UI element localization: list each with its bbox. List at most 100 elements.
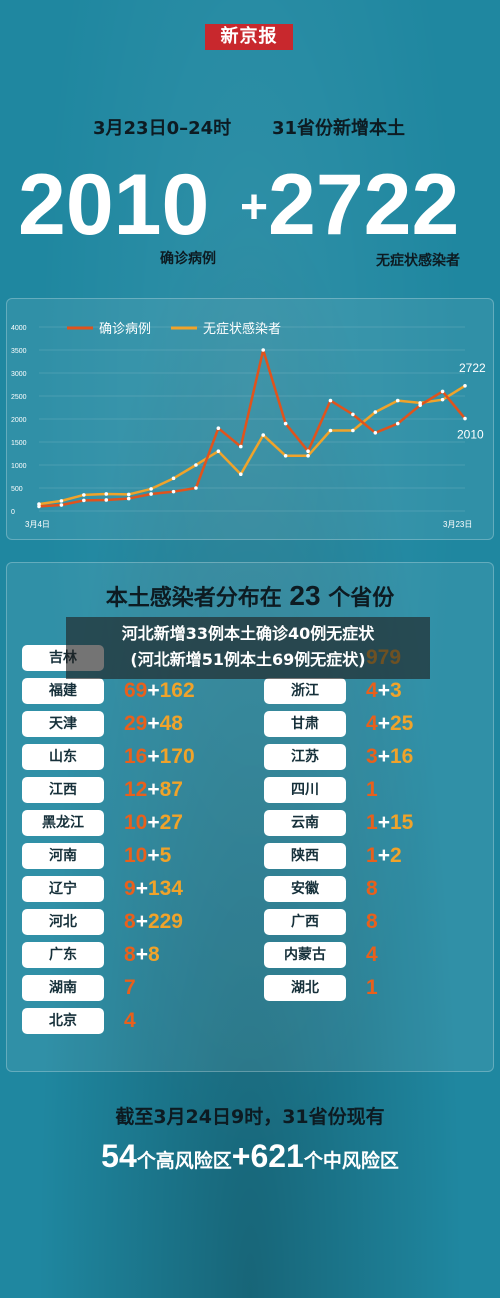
province-badge: 北京 (22, 1008, 104, 1034)
confirmed-value: 9 (124, 877, 136, 900)
y-tick-label: 2500 (11, 394, 27, 401)
province-badge: 河南 (22, 843, 104, 869)
province-values: 16+170 (124, 744, 195, 770)
plus-sign: + (240, 181, 269, 234)
data-point (216, 449, 221, 453)
plus-value: + (135, 877, 148, 900)
data-point (126, 492, 131, 497)
province-badge: 浙江 (264, 678, 346, 704)
province-values: 1 (366, 975, 378, 1001)
asymptomatic-value: 170 (159, 745, 195, 768)
data-point (238, 444, 243, 449)
data-point (194, 486, 198, 490)
risk-area-summary: 54个高风险区+621个中风险区 (0, 1138, 500, 1175)
distribution-title-post: 个省份 (328, 586, 395, 611)
province-badge: 江西 (22, 777, 104, 803)
asymptomatic-value: 5 (159, 844, 172, 867)
overlay-caption: 河北新增33例本土确诊40例无症状 (河北新增51例本土69例无症状) (66, 617, 430, 679)
province-values: 4 (124, 1008, 136, 1034)
province-badge: 安徽 (264, 876, 346, 902)
plus-value: + (377, 712, 390, 735)
data-point (171, 476, 176, 481)
plus-value: + (147, 778, 160, 801)
x-end-label: 3月23日 (443, 520, 472, 529)
plus-value: + (147, 745, 160, 768)
data-point (104, 492, 109, 496)
province-values: 7 (124, 975, 136, 1001)
province-values: 8+8 (124, 942, 160, 968)
end-label-asymptomatic: 2722 (459, 361, 486, 375)
plus-value: + (147, 811, 160, 834)
confirmed-value: 1 (366, 811, 378, 834)
data-point (283, 454, 288, 458)
data-point (283, 421, 288, 426)
y-tick-label: 3500 (11, 348, 27, 355)
data-point (171, 489, 176, 494)
distribution-title-pre: 本土感染者分布在 (105, 586, 282, 611)
province-values: 8 (366, 909, 378, 935)
legend-label: 确诊病例 (99, 322, 151, 337)
province-badge: 甘肃 (264, 711, 346, 737)
province-values: 3+16 (366, 744, 413, 770)
risk-plus-sign: + (231, 1138, 251, 1174)
data-point (126, 496, 131, 501)
province-values: 69+162 (124, 678, 195, 704)
confirmed-value: 8 (124, 943, 136, 966)
asymptomatic-value: 134 (147, 877, 183, 900)
province-badge: 辽宁 (22, 876, 104, 902)
overlay-line-2: (河北新增51例本土69例无症状) (130, 650, 366, 669)
y-tick-label: 1000 (11, 463, 27, 470)
province-badge: 山东 (22, 744, 104, 770)
confirmed-value: 4 (366, 679, 378, 702)
province-values: 8 (366, 876, 378, 902)
asymptomatic-value: 16 (389, 745, 414, 768)
plus-value: + (147, 844, 160, 867)
data-point (373, 431, 378, 435)
asymptomatic-value: 2 (389, 844, 402, 867)
data-point (37, 504, 41, 509)
asymptomatic-label: 无症状感染者 (376, 253, 460, 269)
y-tick-label: 0 (11, 509, 15, 516)
end-label-confirmed: 2010 (457, 428, 484, 442)
province-badge: 广西 (264, 909, 346, 935)
data-point (328, 398, 333, 403)
province-values: 10+5 (124, 843, 171, 869)
trend-line-chart: 0 500 1000 1500 2000 2500 3000 3500 4000 3月4日 3月23… (11, 321, 486, 529)
headline-time: 3月23日0–24时 (93, 118, 232, 139)
confirmed-value: 3 (366, 745, 378, 768)
data-point (328, 428, 333, 433)
confirmed-value: 12 (124, 778, 148, 801)
confirmed-value: 8 (366, 910, 378, 933)
data-point (59, 503, 64, 507)
plus-value: + (377, 811, 390, 834)
province-badge: 广东 (22, 942, 104, 968)
confirmed-value: 1 (366, 976, 378, 999)
confirmed-value: 69 (124, 679, 148, 702)
data-point (395, 421, 400, 426)
y-tick-label: 3000 (11, 371, 27, 378)
province-badge: 黑龙江 (22, 810, 104, 836)
data-point (238, 472, 243, 476)
confirmed-value: 8 (124, 910, 136, 933)
province-badge: 内蒙古 (264, 942, 346, 968)
data-point (59, 499, 64, 503)
legend-label: 无症状感染者 (203, 321, 281, 337)
y-tick-label: 1500 (11, 440, 27, 447)
plus-value: + (377, 679, 390, 702)
province-badge: 陕西 (264, 843, 346, 869)
province-values: 8+229 (124, 909, 183, 935)
data-point (306, 449, 310, 453)
confirmed-value: 4 (366, 943, 378, 966)
province-values: 1+15 (366, 810, 413, 836)
province-values: 10+27 (124, 810, 183, 836)
data-point (261, 348, 266, 352)
asymptomatic-value: 229 (147, 910, 183, 933)
data-point (104, 498, 109, 502)
confirmed-label: 确诊病例 (160, 251, 216, 267)
confirmed-value: 10 (124, 811, 148, 834)
confirmed-value: 29 (124, 712, 148, 735)
chart-panel: 0 500 1000 1500 2000 2500 3000 3500 4000 3月4日 3月23… (6, 298, 494, 540)
plus-value: + (377, 745, 390, 768)
asymptomatic-value: 48 (159, 712, 183, 735)
data-point (261, 433, 266, 437)
